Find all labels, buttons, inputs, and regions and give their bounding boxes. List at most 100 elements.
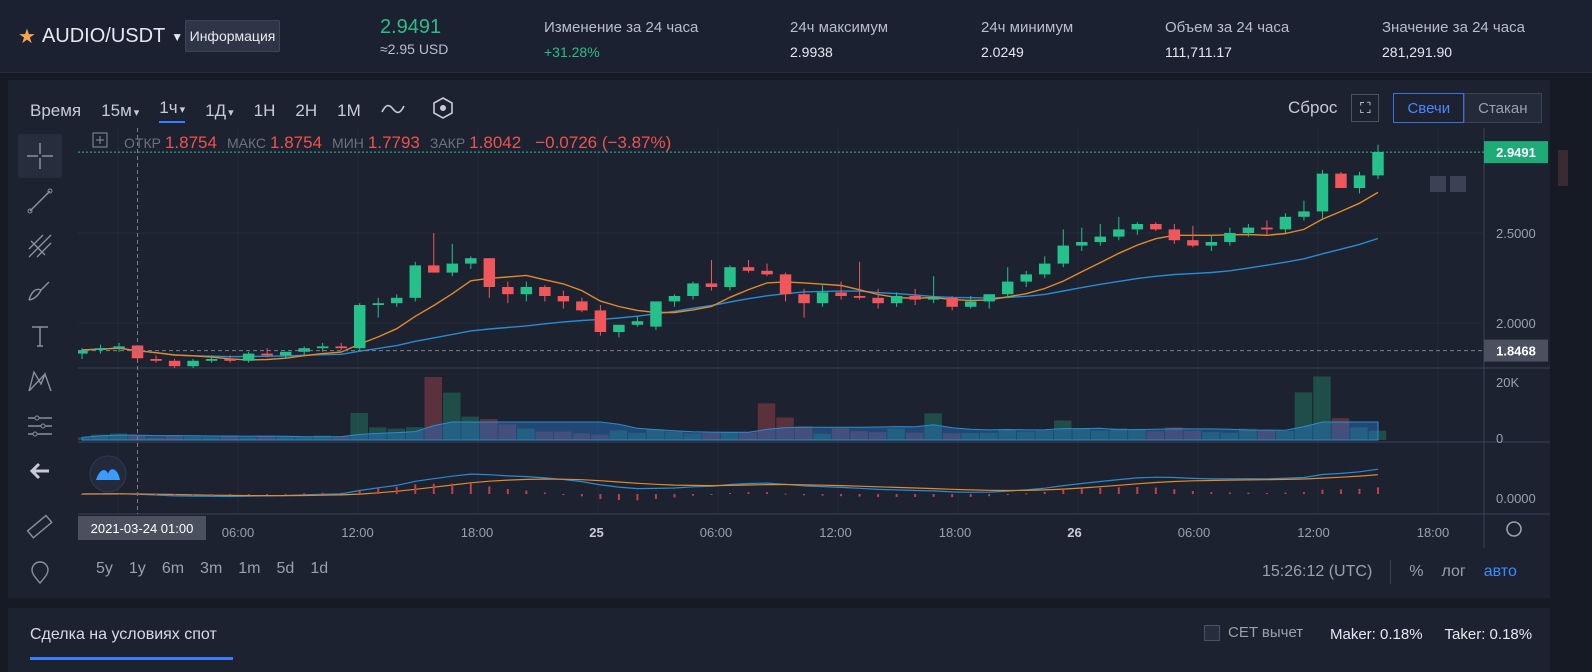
candle-body xyxy=(1316,173,1329,212)
stat-label: 24ч максимум xyxy=(790,19,889,36)
cet-deduction[interactable]: CET вычет xyxy=(1204,624,1303,641)
depth-button[interactable]: Стакан xyxy=(1464,93,1542,123)
percent-scale-button[interactable]: % xyxy=(1409,563,1424,580)
candle-body xyxy=(1131,224,1144,230)
range-3m[interactable]: 3m xyxy=(200,560,223,577)
auto-scale-button[interactable]: авто xyxy=(1483,563,1517,580)
settings-gear-icon[interactable] xyxy=(1506,521,1522,537)
stat-label: Объем за 24 часа xyxy=(1165,19,1290,36)
macd-histogram-bar xyxy=(654,494,657,499)
active-tab-indicator xyxy=(30,657,233,660)
volume-bar xyxy=(739,432,757,440)
volume-bar xyxy=(702,432,720,440)
candle-body xyxy=(242,353,255,361)
macd-histogram-bar xyxy=(914,494,917,497)
high-label: МАКС xyxy=(226,135,267,151)
macd-histogram-bar xyxy=(673,494,676,498)
candle-body xyxy=(1205,242,1218,246)
cet-label: CET вычет xyxy=(1228,624,1304,641)
candle-body xyxy=(353,305,366,349)
pitchfork-icon[interactable] xyxy=(18,224,62,268)
back-arrow-icon[interactable] xyxy=(18,449,62,493)
volume-bar xyxy=(979,432,998,440)
range-5y[interactable]: 5y xyxy=(96,560,113,577)
macd-histogram-bar xyxy=(506,488,509,494)
candle-body xyxy=(1001,281,1014,295)
tf-1d[interactable]: 1Д xyxy=(205,101,234,121)
stat-value: 2.0249 xyxy=(981,44,1024,60)
volume-bar xyxy=(646,429,665,440)
candle-body xyxy=(261,353,273,356)
text-tool-icon[interactable] xyxy=(18,314,62,358)
candle-body xyxy=(761,270,773,275)
chart-toolbar: Время 15м 1ч 1Д 1Н 2Н 1М xyxy=(30,96,455,125)
candle-body xyxy=(1020,274,1032,282)
volume-bar xyxy=(998,429,1016,440)
price-chart[interactable]: 2.9491 1.8468 2.5000 2.0000 20K 0 0.0000 06:00 1… xyxy=(78,128,1550,548)
fullscreen-icon[interactable]: ⛶ xyxy=(1351,94,1380,122)
candle-body xyxy=(94,348,107,350)
macd-histogram-bar xyxy=(1302,492,1305,494)
log-scale-button[interactable]: лог xyxy=(1441,563,1466,580)
candle-body xyxy=(391,297,403,304)
add-indicator-icon[interactable] xyxy=(92,132,108,153)
crosshair-icon[interactable] xyxy=(18,134,62,178)
indicators-hexagon-icon[interactable] xyxy=(431,96,455,125)
high-value: 1.8754 xyxy=(270,133,323,152)
close-value: 1.8042 xyxy=(469,133,522,152)
scrollbar[interactable] xyxy=(1558,150,1568,186)
macd-histogram-bar xyxy=(1358,488,1361,494)
favorite-star-icon[interactable]: ★ xyxy=(18,26,36,48)
volume-bar xyxy=(424,377,443,440)
range-1d[interactable]: 1d xyxy=(310,560,329,577)
macd-histogram-bar xyxy=(99,493,102,495)
volume-bar xyxy=(387,428,405,440)
range-1m[interactable]: 1m xyxy=(238,560,261,577)
pair-selector[interactable]: ★ AUDIO/USDT ▼ xyxy=(18,24,183,49)
tf-15m[interactable]: 15м xyxy=(101,101,139,121)
candle-body xyxy=(872,297,884,304)
ruler-icon[interactable] xyxy=(18,505,62,549)
close-label: ЗАКР xyxy=(429,135,466,151)
range-6m[interactable]: 6m xyxy=(161,560,185,577)
brush-icon[interactable] xyxy=(18,269,62,313)
candle-body xyxy=(576,301,588,311)
volume-bar xyxy=(831,428,850,440)
candle-body xyxy=(909,296,921,300)
line-chart-icon[interactable] xyxy=(381,101,405,121)
macd-histogram-bar xyxy=(543,492,546,494)
macd-histogram-bar xyxy=(895,494,898,497)
macd-histogram-bar xyxy=(1247,492,1250,494)
candle-body xyxy=(1372,152,1384,176)
tf-1w[interactable]: 1Н xyxy=(253,100,276,120)
stat-label: Изменение за 24 часа xyxy=(544,19,699,36)
pattern-icon[interactable] xyxy=(18,359,62,403)
range-5d[interactable]: 5d xyxy=(276,560,295,577)
candle-body xyxy=(1298,211,1310,217)
candle-body xyxy=(779,274,792,295)
macd-histogram-bar xyxy=(1080,488,1083,494)
stat-value: 281,291.90 xyxy=(1382,44,1453,60)
stat-low-24h: 24ч минимум 2.0249 xyxy=(981,19,1073,60)
candle-body xyxy=(1039,263,1051,275)
candle-body xyxy=(816,292,829,304)
macd-histogram-bar xyxy=(303,493,306,495)
tf-1mo[interactable]: 1М xyxy=(337,100,361,120)
trend-line-icon[interactable] xyxy=(18,179,62,223)
candle-body xyxy=(1150,224,1162,230)
range-1y[interactable]: 1y xyxy=(128,560,146,577)
tf-1h[interactable]: 1ч xyxy=(159,98,186,123)
magnet-icon[interactable] xyxy=(18,550,62,594)
macd-histogram-bar xyxy=(340,492,343,494)
fib-levels-icon[interactable] xyxy=(18,404,62,448)
volume-bar xyxy=(1035,430,1053,440)
reset-button[interactable]: Сброс xyxy=(1288,98,1338,117)
macd-histogram-bar xyxy=(1377,487,1379,494)
time-tick-label: 06:00 xyxy=(222,525,255,540)
spot-tab[interactable]: Сделка на условиях спот xyxy=(30,626,217,643)
candles-button[interactable]: Свечи xyxy=(1393,93,1465,123)
last-price-block: 2.9491 ≈2.95 USD xyxy=(380,16,448,57)
cet-checkbox[interactable] xyxy=(1204,624,1220,641)
tf-2w[interactable]: 2Н xyxy=(295,100,318,120)
info-button[interactable]: Информация xyxy=(185,20,280,52)
